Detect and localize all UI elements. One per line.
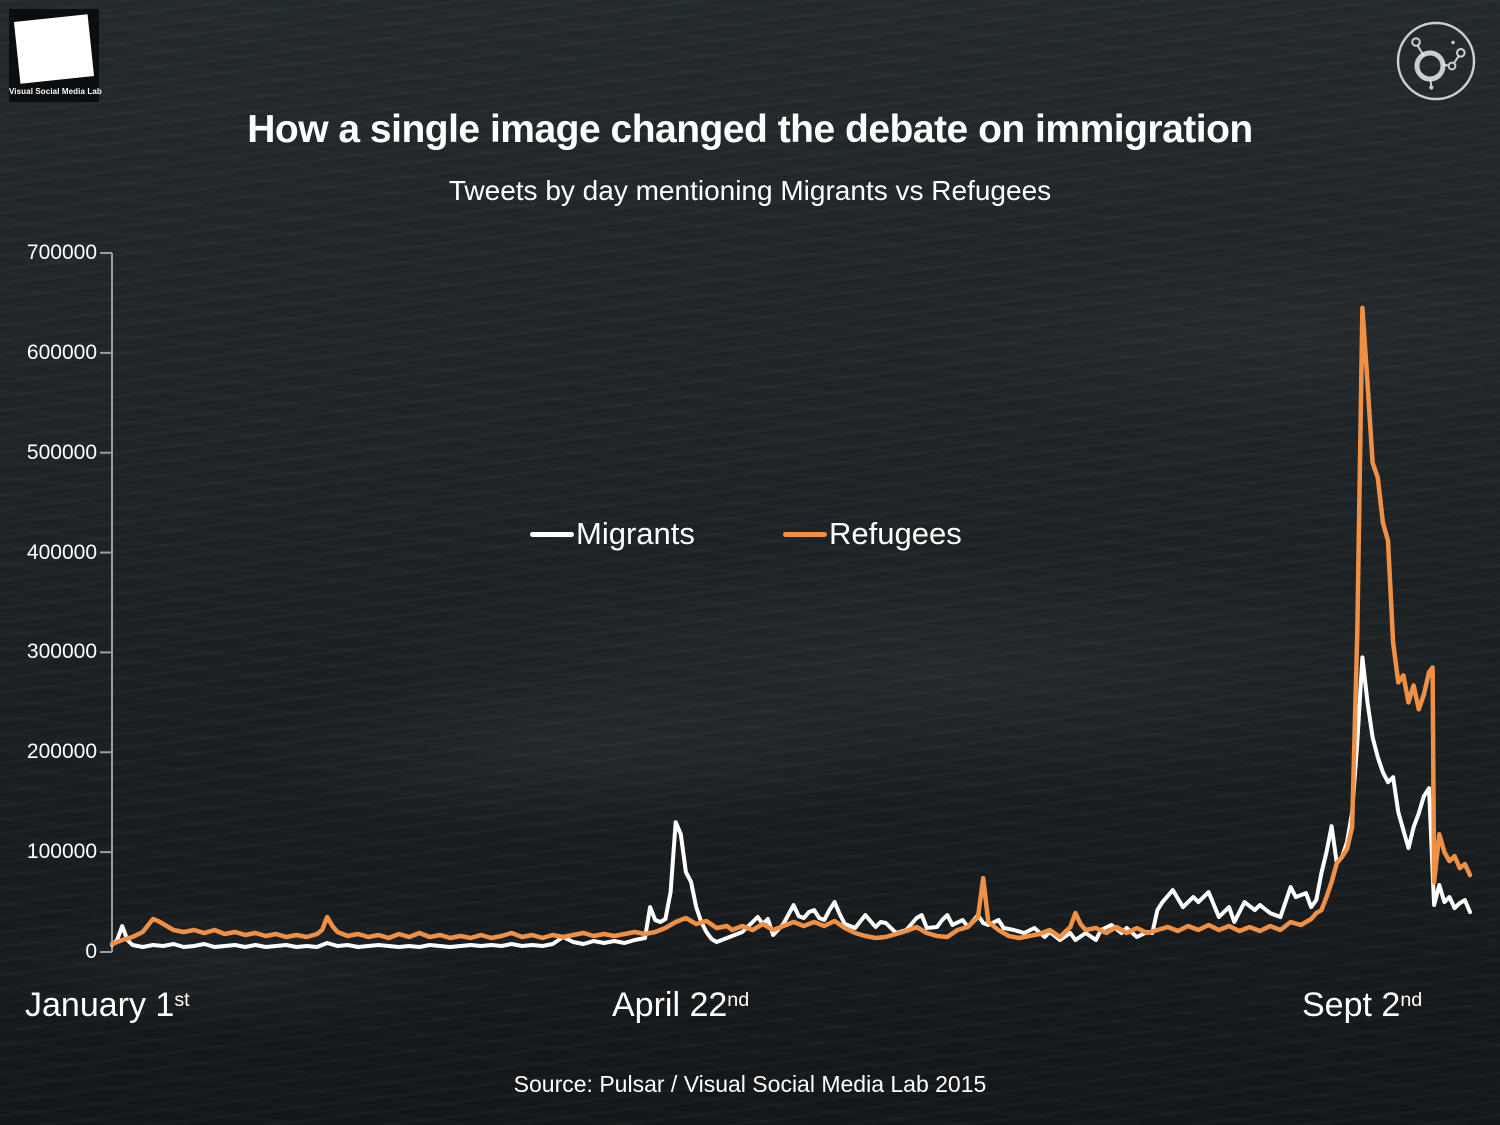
page-subtitle: Tweets by day mentioning Migrants vs Ref… [448,175,1052,206]
x-label-ordinal: st [174,989,190,1012]
x-axis-label-sept-2: Sept 2nd [1302,986,1422,1025]
y-axis-tick-label: 500000 [26,440,97,464]
refugees-line [109,305,1473,947]
y-axis-tick-label: 700000 [26,241,97,264]
x-label-ordinal: nd [727,989,750,1012]
pulsar-inner-ring [1414,50,1446,82]
x-axis-label-january-1: January 1st [25,986,190,1025]
source-caption: Source: Pulsar / Visual Social Media Lab… [513,1071,987,1097]
x-axis-label-april-22: April 22nd [612,986,749,1025]
page-title: How a single image changed the debate on… [247,108,1253,151]
legend-label-refugees: Refugees [829,516,962,551]
y-axis-tick-label: 0 [85,940,97,963]
vsml-logo: Visual Social Media Lab [9,9,102,102]
y-axis-tick-label: 600000 [26,340,97,364]
y-axis-tick-label: 100000 [26,840,97,864]
x-label-ordinal: nd [1400,989,1423,1012]
legend-item-refugees: Refugees [783,516,962,551]
x-label-text: April 22 [612,986,728,1024]
legend-item-migrants: Migrants [530,516,695,551]
legend-label-migrants: Migrants [576,516,695,551]
y-axis [100,252,113,953]
x-label-text: Sept 2 [1302,986,1401,1024]
y-axis-tick-label: 300000 [26,640,97,664]
pulsar-outer-ring [1396,21,1476,101]
y-axis-tick-label: 400000 [26,540,97,564]
refugees-line-swatch [783,531,827,537]
vsml-logo-label: Visual Social Media Lab [9,87,102,96]
y-axis-tick-label: 200000 [26,740,97,764]
migrants-line-swatch [530,531,574,537]
migrants-line [110,655,1472,949]
x-label-text: January 1 [25,986,175,1024]
pulsar-network-icon [1396,21,1476,101]
